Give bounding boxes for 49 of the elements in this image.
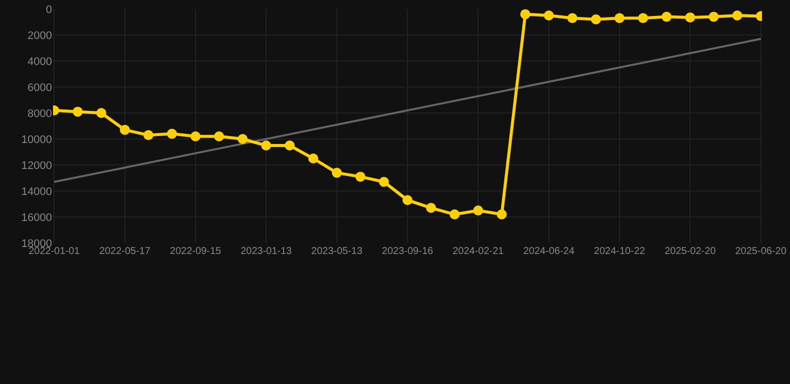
x-tick-label: 2023-05-13 <box>311 246 363 257</box>
y-tick-label: 6000 <box>28 82 52 94</box>
point <box>284 140 295 150</box>
point <box>638 13 648 24</box>
x-tick-label: 2022-05-17 <box>99 246 151 257</box>
point <box>214 131 224 142</box>
y-tick-label: 8000 <box>28 108 52 120</box>
point <box>662 12 672 22</box>
point <box>261 140 272 150</box>
y-tick-label: 10000 <box>21 134 52 146</box>
point <box>496 209 507 220</box>
x-tick-label: 2023-09-16 <box>382 246 434 257</box>
point <box>590 14 601 24</box>
y-tick-label: 0 <box>46 4 52 16</box>
x-tick-label: 2022-09-15 <box>170 246 222 257</box>
y-tick-label: 14000 <box>21 186 52 198</box>
point <box>426 202 436 213</box>
y-tick-label: 12000 <box>21 160 52 172</box>
x-tick-label: 2024-06-24 <box>523 246 575 257</box>
x-tick-label: 2022-01-01 <box>28 246 80 257</box>
point <box>96 108 106 118</box>
point <box>614 13 624 24</box>
point <box>238 134 248 144</box>
x-tick-label: 2024-10-22 <box>594 246 646 257</box>
x-tick-label: 2023-01-13 <box>240 246 292 257</box>
point <box>708 12 719 22</box>
y-tick-label: 4000 <box>28 56 52 68</box>
y-tick-label: 16000 <box>21 212 52 224</box>
point <box>355 172 366 182</box>
point <box>402 195 412 206</box>
point <box>166 128 177 139</box>
point <box>332 168 342 178</box>
y-tick-label: 2000 <box>28 30 52 42</box>
point <box>378 176 389 187</box>
point <box>544 10 554 20</box>
point <box>120 124 130 135</box>
point <box>567 13 578 24</box>
point <box>450 209 460 220</box>
x-tick-label: 2025-06-20 <box>735 246 787 257</box>
point <box>520 9 530 20</box>
point <box>473 206 484 216</box>
point <box>308 154 318 164</box>
point <box>685 12 696 22</box>
point <box>72 106 83 117</box>
x-tick-label: 2025-02-20 <box>664 246 716 257</box>
point <box>143 130 154 140</box>
point <box>732 10 742 20</box>
x-tick-label: 2024-02-21 <box>452 246 504 257</box>
point <box>190 131 201 142</box>
